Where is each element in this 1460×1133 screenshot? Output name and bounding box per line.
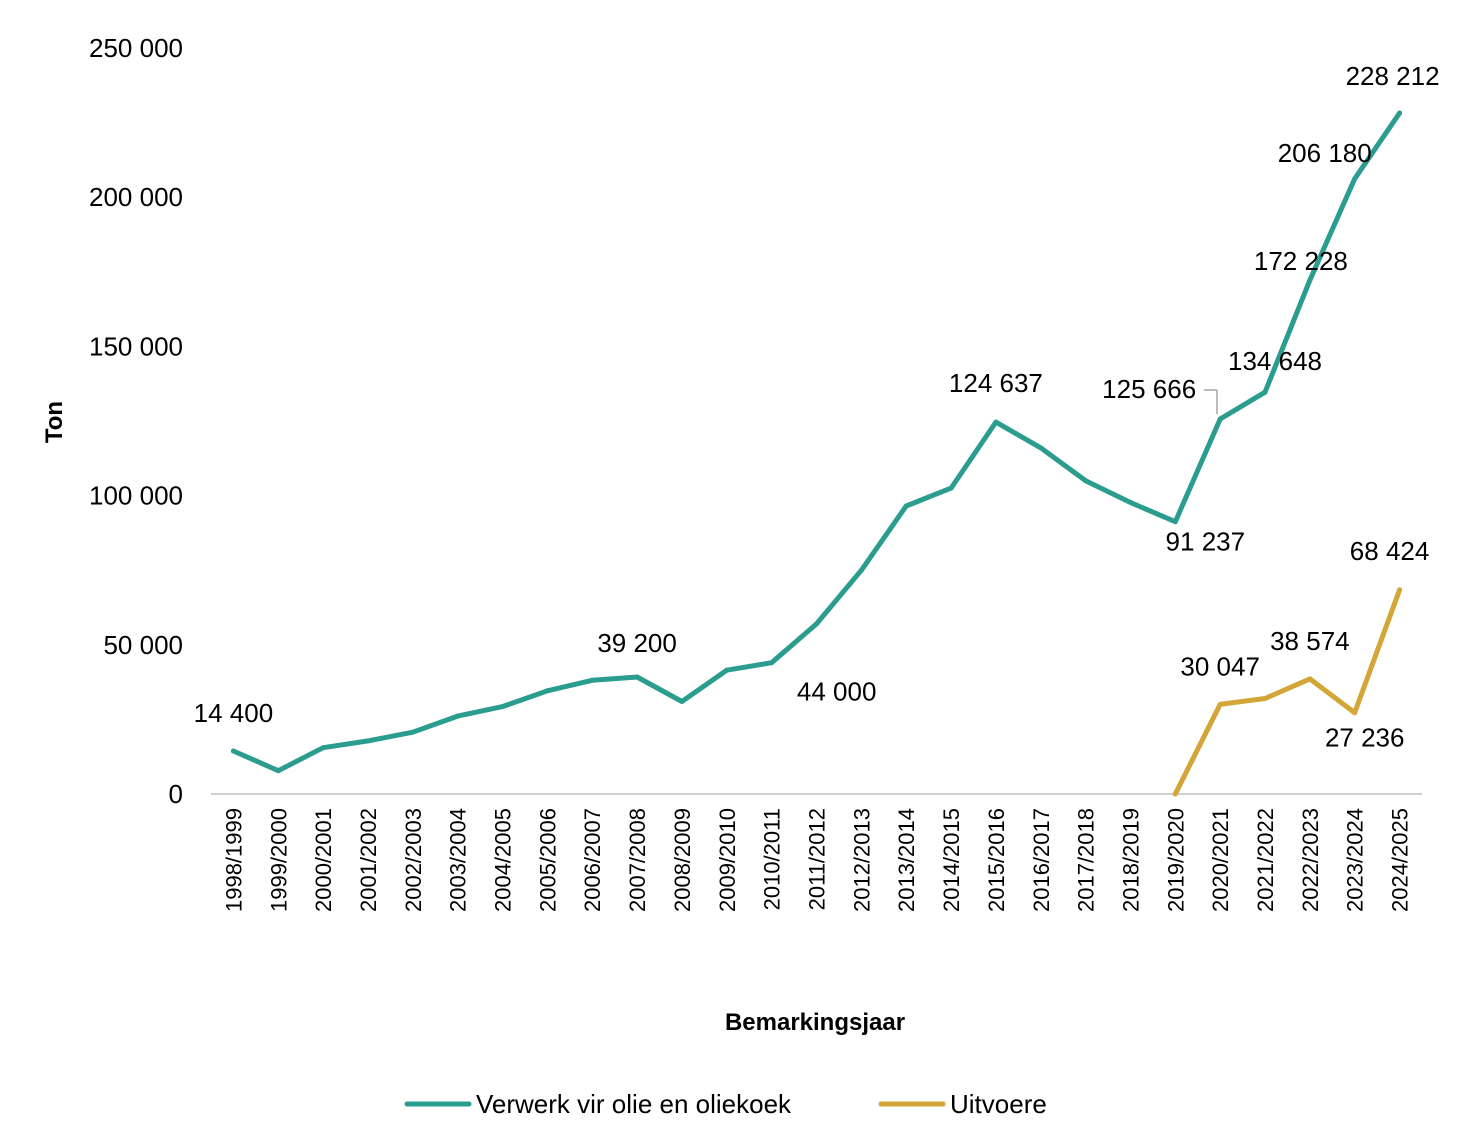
y-tick-label: 0 [169,779,183,809]
data-label: 38 574 [1270,626,1350,656]
series-line-uitvoere [1172,587,1403,797]
x-tick-label: 2006/2007 [580,808,605,912]
x-tick-label: 2020/2021 [1208,808,1233,912]
data-point [814,621,819,627]
data-point [500,704,506,710]
data-label: 91 237 [1166,527,1246,557]
data-label: 44 000 [797,677,877,707]
x-tick-label: 2010/2011 [760,808,785,910]
data-point [679,698,685,704]
x-tick-label: 2009/2010 [715,808,740,912]
x-tick-label: 2013/2014 [894,808,919,912]
x-axis-title: Bemarkingsjaar [725,1009,905,1036]
data-label: 125 666 [1102,374,1196,404]
y-tick-label: 100 000 [89,481,183,511]
x-tick-label: 1999/2000 [266,808,291,912]
data-point [1083,478,1089,484]
data-point [634,674,640,680]
data-point [1217,416,1223,422]
data-label: 68 424 [1350,536,1430,566]
data-point [1352,176,1358,182]
x-tick-label: 2008/2009 [670,808,695,912]
x-tick-label: 2002/2003 [401,808,426,912]
legend-label: Uitvoere [950,1089,1047,1119]
x-tick-label: 2014/2015 [939,808,964,912]
data-point [948,485,954,491]
data-point [320,745,326,751]
x-tick-label: 2005/2006 [535,808,560,912]
data-point [1217,701,1223,707]
x-tick-label: 2019/2020 [1163,808,1188,912]
data-point [1397,587,1403,593]
data-point [1262,696,1268,702]
data-point [1127,499,1133,505]
y-tick-label: 150 000 [89,331,183,361]
data-label: 30 047 [1180,651,1260,681]
x-tick-label: 2022/2023 [1298,808,1323,912]
x-tick-label: 2015/2016 [984,808,1009,912]
y-axis-title: Ton [41,401,68,443]
x-tick-label: 2004/2005 [491,808,516,912]
data-label: 39 200 [597,628,677,658]
data-point [903,503,909,509]
data-point [858,567,864,573]
y-tick-label: 250 000 [89,33,183,63]
x-tick-label: 2001/2002 [356,808,381,912]
data-point [455,713,461,719]
data-point [769,660,775,666]
data-point [1262,389,1268,395]
y-tick-label: 200 000 [89,182,183,212]
data-point [1307,676,1313,682]
data-point [1307,277,1313,283]
data-label: 124 637 [949,368,1043,398]
x-tick-label: 1998/1999 [221,808,246,912]
data-label: 27 236 [1325,723,1405,753]
y-tick-label: 50 000 [103,630,183,660]
data-point [544,688,550,694]
x-tick-label: 2021/2022 [1253,808,1278,912]
data-label: 14 400 [194,698,274,728]
data-point [275,768,281,774]
data-label: 228 212 [1346,61,1440,91]
x-tick-label: 2017/2018 [1074,808,1099,912]
x-tick-label: 2012/2013 [849,808,874,912]
data-point [1352,710,1358,716]
x-tick-label: 2016/2017 [1029,808,1054,912]
legend: Verwerk vir olie en oliekoek Uitvoere [404,1089,1047,1119]
x-tick-label: 2018/2019 [1118,808,1143,912]
data-label: 172 228 [1254,246,1348,276]
data-point [1172,519,1178,525]
data-point [724,667,730,673]
x-tick-label: 2023/2024 [1343,808,1368,912]
data-point [993,419,999,425]
x-tick-label: 2007/2008 [625,808,650,912]
data-point [230,748,236,754]
x-tick-label: 2024/2025 [1388,808,1413,912]
data-point [410,729,416,735]
x-tick-label: 2011/2012 [805,808,830,910]
x-tick-label: 2000/2001 [311,808,336,912]
data-point [365,738,371,744]
data-point [1397,110,1403,116]
data-label: 206 180 [1278,138,1372,168]
data-point [589,677,595,683]
data-point [1038,445,1044,451]
x-tick-label: 2003/2004 [446,808,471,912]
legend-label: Verwerk vir olie en oliekoek [476,1089,792,1119]
data-point [1172,791,1178,797]
data-label: 134 648 [1228,346,1322,376]
